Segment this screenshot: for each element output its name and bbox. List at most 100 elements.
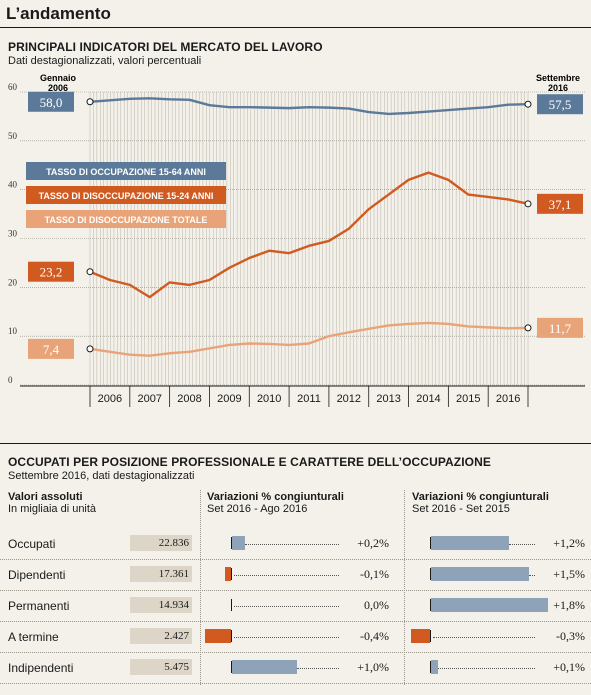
y-tick-label: 40 (8, 180, 18, 190)
row-value: 17.361 (130, 566, 192, 582)
row-divider (0, 621, 591, 622)
series-end-marker (524, 324, 532, 332)
end-label: Settembre (536, 73, 580, 83)
row-divider (0, 683, 591, 684)
zero-axis (231, 537, 232, 549)
end-value-label: 57,5 (549, 97, 572, 112)
change-label: -0,4% (360, 629, 389, 643)
chart-title: PRINCIPALI INDICATORI DEL MERCATO DEL LA… (8, 40, 323, 54)
leader-dots (509, 544, 535, 545)
start-value-box (28, 338, 74, 359)
change-label: 0,0% (364, 598, 389, 612)
leader-dots (528, 575, 535, 576)
change-bar (431, 567, 529, 581)
col3-sub: Set 2016 - Set 2015 (412, 503, 510, 515)
change-label: +1,8% (553, 598, 585, 612)
zero-axis (231, 661, 232, 673)
start-value-label: 7,4 (43, 342, 60, 357)
y-tick-label: 30 (8, 229, 18, 239)
legend-box (26, 186, 226, 204)
row-label: Occupati (8, 537, 56, 551)
change-bar (232, 536, 245, 550)
x-tick-label: 2011 (297, 393, 321, 405)
series-line-0 (89, 97, 529, 116)
leader-dots (234, 575, 339, 576)
col2-header: Variazioni % congiunturali Set 2016 - Ag… (207, 491, 344, 515)
leader-dots (234, 606, 339, 607)
leader-dots (245, 544, 339, 545)
section-rule (0, 443, 591, 444)
leader-dots (437, 668, 535, 669)
zero-axis (430, 537, 431, 549)
end-value-box (537, 193, 583, 214)
change-label: +0,2% (357, 536, 389, 550)
start-value-box (28, 261, 74, 282)
x-tick-label: 2013 (376, 393, 400, 405)
row-value: 2.427 (130, 628, 192, 644)
x-tick-label: 2016 (496, 393, 520, 405)
change-bar (431, 598, 548, 612)
row-label: Permanenti (8, 599, 70, 613)
change-bar (224, 567, 231, 581)
change-label: +1,0% (357, 660, 389, 674)
row-divider (0, 652, 591, 653)
change-label: +0,1% (553, 660, 585, 674)
end-label: 2016 (548, 83, 568, 93)
y-tick-label: 60 (8, 82, 18, 92)
x-tick-label: 2007 (137, 393, 161, 405)
leader-dots (297, 668, 339, 669)
series-line-2 (89, 321, 529, 357)
row-divider (0, 590, 591, 591)
legend-box (26, 210, 226, 228)
change-bar (410, 629, 430, 643)
table-title: OCCUPATI PER POSIZIONE PROFESSIONALE E C… (8, 455, 491, 469)
series-start-marker (86, 345, 94, 353)
table-row: Permanenti 14.934 0,0% +1,8% (0, 595, 591, 617)
row-label: Indipendenti (8, 661, 74, 675)
row-value: 14.934 (130, 597, 192, 613)
col-separator (200, 490, 201, 685)
col2-head: Variazioni % congiunturali (207, 491, 344, 503)
row-divider (0, 559, 591, 560)
change-bar (431, 660, 438, 674)
col1-header: Valori assoluti In migliaia di unità (8, 491, 96, 515)
chart-subtitle: Dati destagionalizzati, valori percentua… (8, 55, 202, 67)
x-tick-label: 2010 (257, 393, 281, 405)
legend-label: TASSO DI DISOCCUPAZIONE 15-24 ANNI (39, 191, 214, 201)
col1-sub: In migliaia di unità (8, 503, 97, 515)
x-tick-label: 2012 (337, 393, 361, 405)
x-tick-label: 2015 (456, 393, 480, 405)
end-value-label: 37,1 (549, 197, 572, 212)
col-separator (404, 490, 405, 685)
legend-label: TASSO DI OCCUPAZIONE 15-64 ANNI (46, 167, 206, 177)
start-label: 2006 (48, 83, 68, 93)
zero-axis (430, 568, 431, 580)
row-value: 22.836 (130, 535, 192, 551)
start-value-label: 58,0 (40, 95, 63, 110)
change-bar (205, 629, 231, 643)
start-label: Gennaio (40, 73, 77, 83)
y-tick-label: 50 (8, 131, 18, 141)
series-line-1 (89, 171, 529, 299)
change-bar (232, 660, 297, 674)
table-row: Occupati 22.836 +0,2% +1,2% (0, 533, 591, 555)
x-tick-label: 2009 (217, 393, 241, 405)
legend-label: TASSO DI DISOCCUPAZIONE TOTALE (45, 215, 208, 225)
table-row: A termine 2.427 -0,4% -0,3% (0, 626, 591, 648)
y-tick-label: 10 (8, 326, 18, 336)
change-bar (431, 536, 509, 550)
zero-axis (430, 599, 431, 611)
start-value-label: 23,2 (40, 265, 63, 280)
row-value: 5.475 (130, 659, 192, 675)
zero-axis (231, 568, 232, 580)
legend-box (26, 162, 226, 180)
change-label: +1,5% (553, 567, 585, 581)
change-label: -0,1% (360, 567, 389, 581)
series-end-marker (524, 200, 532, 208)
change-label: -0,3% (556, 629, 585, 643)
x-tick-label: 2014 (416, 393, 440, 405)
zero-axis (430, 630, 431, 642)
y-tick-label: 20 (8, 277, 18, 287)
zero-axis (430, 661, 431, 673)
series-start-marker (86, 98, 94, 106)
